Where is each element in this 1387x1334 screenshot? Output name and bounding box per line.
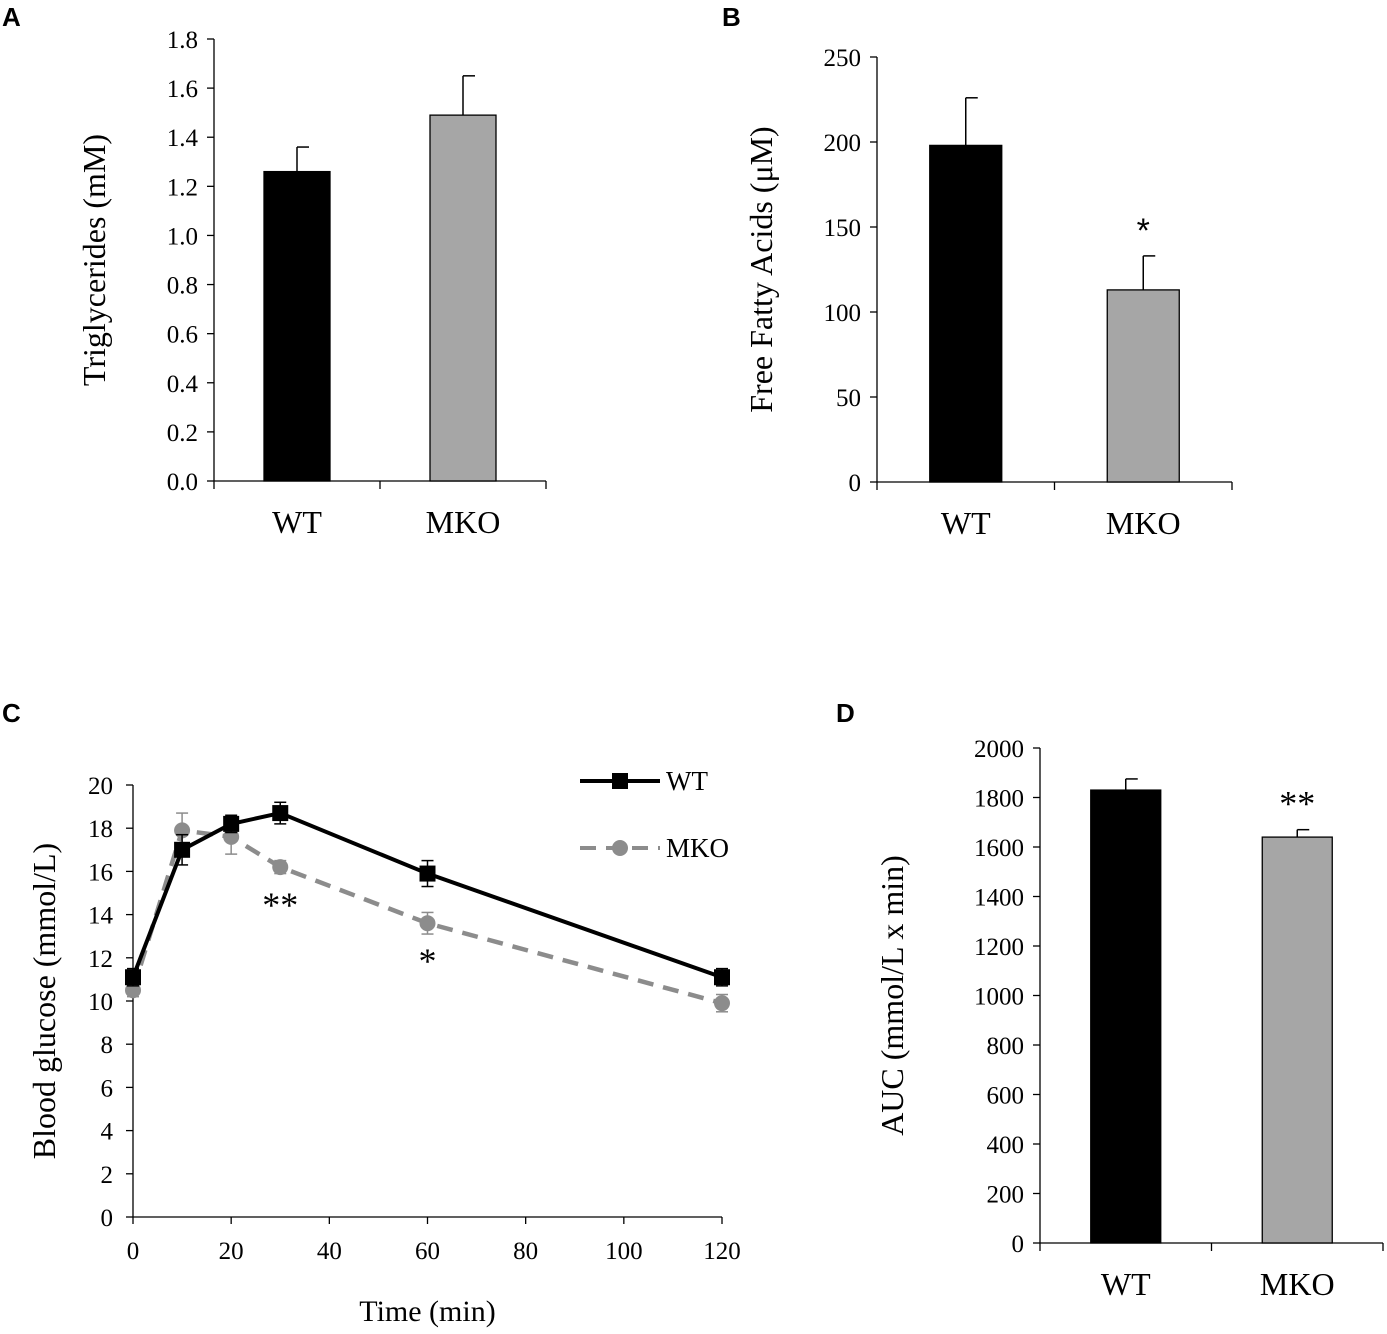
chart-c-line-mko (130, 827, 723, 1006)
chart-c-point-wt (174, 841, 191, 858)
chart-c-significance-marker: ** (262, 885, 298, 925)
chart-d-ytick-label: 800 (987, 1033, 1025, 1060)
chart-c-significance-marker: * (419, 941, 437, 981)
chart-d-ytick-label: 1000 (974, 984, 1024, 1011)
chart-d-y-axis-label: AUC (mmol/L x min) (874, 855, 910, 1136)
chart-c-ytick-label: 0 (101, 1205, 114, 1232)
chart-b-ytick-label: 250 (824, 45, 862, 72)
chart-a-ytick-label: 1.6 (167, 76, 198, 103)
chart-c-point-wt (223, 815, 240, 832)
chart-c-point-mko (272, 859, 289, 876)
chart-c-legend-label-mko: MKO (666, 833, 729, 863)
chart-c-xtick-label: 20 (219, 1238, 244, 1265)
chart-c-line-wt (131, 810, 723, 980)
chart-b-ytick-label: 150 (824, 215, 862, 242)
chart-d-bar-wt (1090, 789, 1162, 1244)
chart-b-category-label: MKO (1106, 505, 1181, 541)
chart-a-bar-mko (429, 114, 497, 482)
chart-c-ytick-label: 12 (88, 946, 113, 973)
chart-d-ytick-label: 1600 (974, 835, 1024, 862)
chart-a-ytick-label: 1.4 (167, 125, 199, 152)
chart-b-ytick-label: 100 (824, 300, 862, 327)
chart-c-point-wt (272, 805, 289, 822)
chart-c-legend-label-wt: WT (666, 766, 708, 796)
chart-c-ytick-label: 8 (101, 1032, 114, 1059)
chart-b-free-fatty-acids: 0 50 100 150 200 250 WT MKO * Free Fatty Acids (μ… (743, 45, 1233, 541)
chart-d-ytick-label: 600 (987, 1083, 1025, 1110)
chart-c-legend-marker-wt (612, 773, 628, 789)
chart-d-ytick-label: 1200 (974, 934, 1024, 961)
chart-d-ytick-label: 400 (987, 1132, 1025, 1159)
chart-d-ytick-label: 1800 (974, 786, 1024, 813)
chart-a-category-label: MKO (426, 504, 501, 540)
chart-d-ytick-label: 0 (1012, 1231, 1025, 1258)
chart-c-ytick-label: 4 (101, 1119, 114, 1146)
chart-d-category-label: WT (1101, 1266, 1151, 1302)
panel-label-a: A (2, 2, 21, 32)
chart-c-xtick-label: 100 (605, 1238, 643, 1265)
chart-c-ytick-label: 6 (101, 1075, 114, 1102)
chart-b-bar-mko (1106, 289, 1180, 483)
chart-c-xtick-label: 0 (127, 1238, 140, 1265)
chart-c-ytick-label: 16 (88, 859, 113, 886)
chart-c-point-mko (714, 995, 730, 1012)
chart-b-ytick-label: 0 (849, 470, 862, 497)
chart-d-significance-marker: ** (1279, 784, 1315, 824)
chart-a-ytick-label: 0.4 (167, 371, 199, 398)
chart-c-point-wt (714, 969, 730, 986)
chart-a-ytick-label: 0.2 (167, 420, 198, 447)
chart-b-y-axis-label: Free Fatty Acids (μM) (743, 126, 779, 412)
panel-label-b: B (722, 2, 741, 32)
chart-b-ytick-label: 50 (836, 385, 861, 412)
chart-c-point-mko (419, 915, 436, 932)
chart-d-ytick-label: 1400 (974, 885, 1024, 912)
chart-a-triglycerides: 0.0 0.2 0.4 0.6 0.8 1.0 1.2 1.4 1.6 1.8 WT MKO Trigl… (76, 27, 547, 540)
chart-c-ytick-label: 10 (88, 989, 113, 1016)
chart-c-ytick-label: 2 (101, 1162, 114, 1189)
chart-b-ytick-label: 200 (824, 130, 862, 157)
chart-c-y-axis-label: Blood glucose (mmol/L) (26, 843, 62, 1159)
chart-b-significance-marker: * (1137, 212, 1150, 250)
chart-c-legend-marker-mko (612, 840, 628, 856)
chart-c-xtick-label: 80 (513, 1238, 538, 1265)
chart-c-ytick-label: 18 (88, 816, 113, 843)
panel-label-d: D (836, 698, 855, 728)
chart-c-ytick-label: 14 (88, 903, 114, 930)
chart-b-bar-wt (929, 144, 1003, 483)
panel-label-c: C (2, 698, 21, 728)
chart-a-ytick-label: 0.0 (167, 469, 198, 496)
chart-d-auc: 0 200 400 600 800 1000 1200 1400 1600 1800 2000 WT M… (874, 736, 1384, 1302)
chart-a-category-label: WT (272, 504, 322, 540)
chart-c-point-wt (125, 969, 141, 986)
chart-a-ytick-label: 1.0 (167, 223, 198, 250)
chart-c-xtick-label: 60 (415, 1238, 440, 1265)
chart-a-ytick-label: 0.8 (167, 273, 198, 300)
chart-d-ytick-label: 2000 (974, 736, 1024, 763)
chart-a-y-axis-label: Triglycerides (mM) (76, 134, 112, 386)
chart-a-ytick-label: 1.2 (167, 174, 198, 201)
chart-c-xtick-label: 40 (317, 1238, 342, 1265)
chart-c-ytick-label: 20 (88, 773, 113, 800)
chart-a-ytick-label: 1.8 (167, 27, 198, 54)
chart-a-ytick-label: 0.6 (167, 322, 198, 349)
chart-a-bar-wt (263, 170, 331, 482)
chart-d-ytick-label: 200 (987, 1182, 1025, 1209)
chart-d-bar-mko (1261, 836, 1333, 1244)
chart-d-category-label: MKO (1260, 1266, 1335, 1302)
chart-c-xtick-label: 120 (703, 1238, 741, 1265)
chart-c-x-axis-label: Time (min) (359, 1295, 495, 1328)
chart-c-point-wt (419, 865, 436, 882)
chart-b-category-label: WT (941, 505, 991, 541)
